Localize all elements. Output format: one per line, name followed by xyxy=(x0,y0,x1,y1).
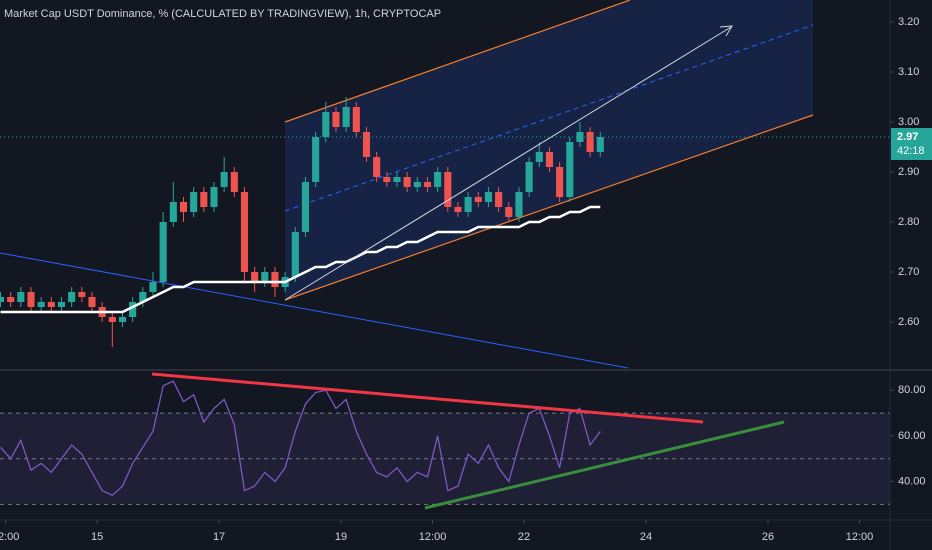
candle-body xyxy=(515,192,523,217)
candle-body xyxy=(545,152,554,167)
candle-body xyxy=(393,177,401,182)
candle-body xyxy=(129,302,137,317)
x-tick-label: 12:00 xyxy=(846,531,874,543)
channel-bottom xyxy=(284,114,814,301)
candle-body xyxy=(505,207,513,217)
candle-body xyxy=(159,222,167,282)
candle-body xyxy=(139,292,147,302)
rsi-y-tick-label: 40.00 xyxy=(898,475,926,487)
candle-body xyxy=(47,302,55,307)
candle-body xyxy=(271,272,279,287)
candle-body xyxy=(17,292,25,302)
candle-body xyxy=(68,292,76,302)
candle-body xyxy=(454,207,462,212)
candle-body xyxy=(0,297,5,302)
candle-body xyxy=(474,197,482,202)
y-tick-label: 3.20 xyxy=(898,16,919,28)
candle-body xyxy=(27,292,35,307)
arrow-line xyxy=(284,26,732,301)
y-tick-label: 2.90 xyxy=(898,166,919,178)
x-tick-label: 26 xyxy=(762,531,774,543)
x-tick-label: 12:00 xyxy=(419,531,447,543)
candle-body xyxy=(108,317,116,322)
candle-body xyxy=(57,302,66,307)
candle-body xyxy=(413,182,421,187)
candle-body xyxy=(322,112,330,137)
last-price-box xyxy=(891,128,932,160)
candle-body xyxy=(78,292,86,297)
candle-body xyxy=(7,297,15,302)
candle-body xyxy=(444,172,452,207)
axes: 2.60 2.70 2.80 2.90 3.00 3.10 3.20 2.97 42:18 40.… xyxy=(0,16,932,543)
channel-top xyxy=(284,0,631,123)
rsi-line xyxy=(0,380,601,496)
x-tick-label: 22 xyxy=(518,531,530,543)
y-tick-label: 2.70 xyxy=(898,266,919,278)
candle-body xyxy=(37,302,45,307)
candle-body xyxy=(301,182,310,232)
candle-body xyxy=(342,107,350,127)
x-tick-label: 12:00 xyxy=(0,531,19,543)
candle-body xyxy=(403,177,411,187)
y-tick-label: 3.00 xyxy=(898,116,919,128)
countdown: 42:18 xyxy=(897,145,925,157)
candle-body xyxy=(576,132,584,142)
rsi-resistance xyxy=(151,372,704,424)
arrow-head xyxy=(719,25,733,37)
price-pane xyxy=(0,97,890,347)
x-tick-label: 17 xyxy=(213,531,225,543)
candle-body xyxy=(596,137,604,152)
candle-body xyxy=(291,232,299,277)
chart-title: Market Cap USDT Dominance, % (CALCULATED… xyxy=(4,8,441,20)
candle-body xyxy=(332,112,340,127)
candle-body xyxy=(423,182,432,187)
rsi-band xyxy=(0,413,890,505)
candle-body xyxy=(200,192,208,207)
candle-body xyxy=(352,107,360,132)
trend-line xyxy=(0,252,629,369)
candle-body xyxy=(220,172,228,187)
rsi-support xyxy=(424,420,785,510)
candle-body xyxy=(434,172,442,187)
y-tick-label: 3.10 xyxy=(898,66,919,78)
candle-body xyxy=(261,272,269,282)
candle-body xyxy=(88,297,96,307)
candle-body xyxy=(525,162,533,192)
candle-body xyxy=(495,192,503,207)
candle-body xyxy=(230,172,238,192)
y-tick-label: 2.60 xyxy=(898,316,919,328)
y-tick-label: 2.80 xyxy=(898,216,919,228)
candle-body xyxy=(118,317,127,322)
candle-body xyxy=(169,202,177,222)
candle-body xyxy=(373,157,381,177)
candle-body xyxy=(149,282,157,292)
rsi-y-tick-label: 80.00 xyxy=(898,384,926,396)
candle-body xyxy=(251,272,259,282)
candle-body xyxy=(383,177,391,182)
moving-average xyxy=(0,205,601,314)
candle-body xyxy=(586,132,594,152)
candle-body xyxy=(556,167,564,197)
x-tick-label: 19 xyxy=(335,531,347,543)
candle-body xyxy=(210,187,218,207)
candle-body xyxy=(362,132,371,157)
candle-body xyxy=(240,192,249,272)
candle-body xyxy=(312,137,320,182)
candle-body xyxy=(484,192,493,202)
candle-body xyxy=(190,192,198,212)
x-tick-label: 24 xyxy=(640,531,652,543)
candle-body xyxy=(179,202,188,212)
x-tick-label: 15 xyxy=(91,531,103,543)
candle-body xyxy=(566,142,574,197)
rsi-pane xyxy=(0,380,890,505)
candle-body xyxy=(535,152,543,162)
rsi-y-tick-label: 60.00 xyxy=(898,430,926,442)
candle-body xyxy=(464,197,472,212)
channel-mid xyxy=(284,24,814,212)
last-price-label: 2.97 xyxy=(897,131,918,143)
